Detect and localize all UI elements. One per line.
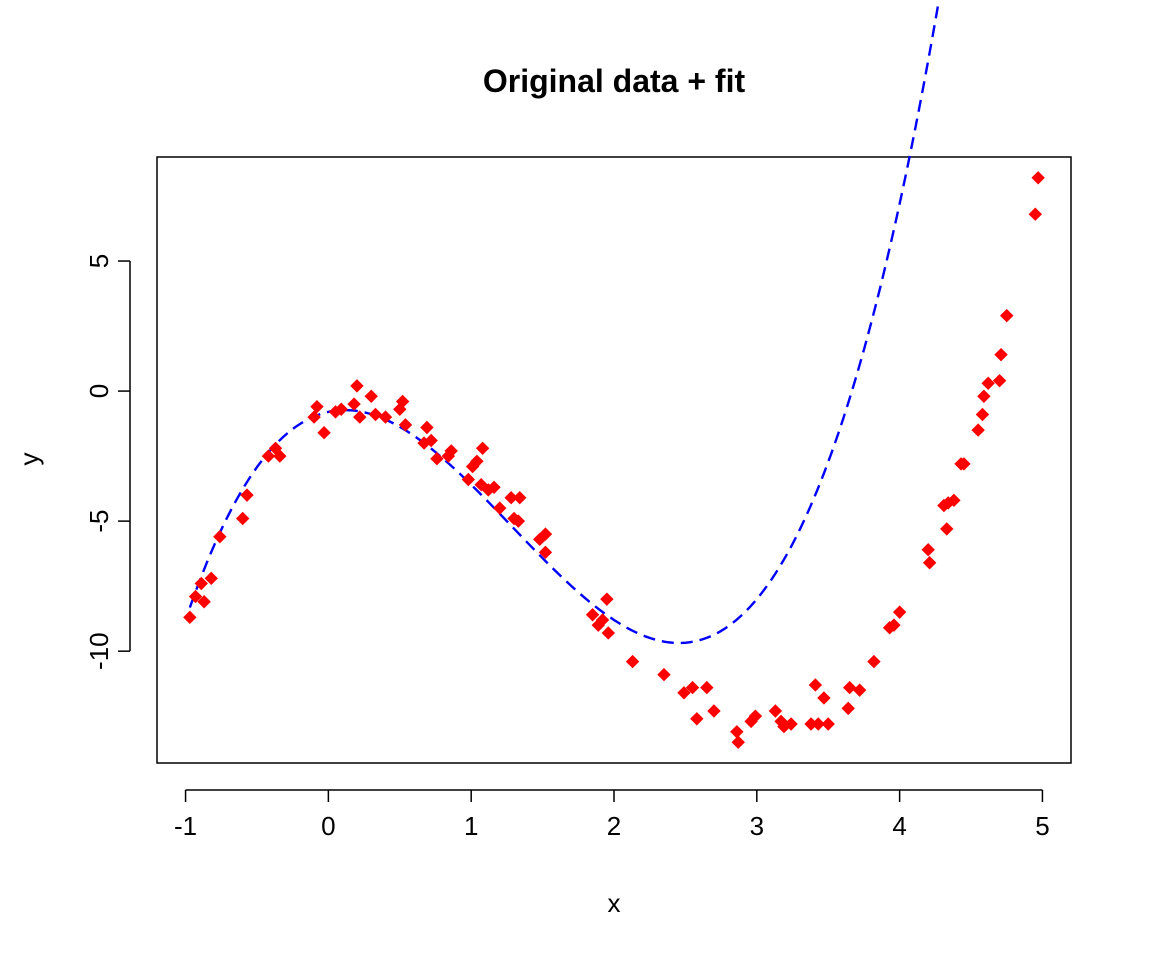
data-point xyxy=(420,420,434,435)
data-point xyxy=(811,717,825,731)
data-point xyxy=(784,717,798,731)
x-axis: -1 0 1 2 3 4 5 xyxy=(174,789,1050,841)
data-point xyxy=(975,407,990,422)
y-tick-label: -5 xyxy=(84,510,114,533)
data-point xyxy=(768,704,783,718)
data-point xyxy=(947,493,961,508)
data-point xyxy=(307,410,321,424)
data-point xyxy=(378,410,393,424)
data-point xyxy=(600,592,614,606)
y-axis-label: y xyxy=(14,453,44,466)
x-tick-label: 1 xyxy=(464,811,478,841)
data-point xyxy=(368,407,383,422)
data-point xyxy=(731,735,745,749)
data-point xyxy=(842,680,857,695)
y-axis: -10 -5 0 5 xyxy=(84,254,131,670)
data-point xyxy=(700,680,714,695)
data-point xyxy=(430,451,444,466)
data-point xyxy=(194,576,208,591)
data-point xyxy=(213,530,227,544)
data-point xyxy=(461,472,476,487)
data-point xyxy=(273,449,287,463)
data-point xyxy=(188,589,203,604)
data-point xyxy=(707,704,721,718)
data-point xyxy=(922,556,937,570)
data-point xyxy=(1031,171,1045,185)
data-point xyxy=(444,444,458,458)
data-point xyxy=(470,454,484,469)
data-point xyxy=(677,686,691,700)
data-point xyxy=(235,511,250,526)
data-point xyxy=(867,654,881,669)
data-point xyxy=(197,595,211,609)
data-point xyxy=(892,605,907,619)
data-point xyxy=(424,433,438,448)
data-point xyxy=(957,457,971,471)
data-point xyxy=(395,394,410,409)
data-point xyxy=(364,389,378,403)
data-point xyxy=(971,423,985,437)
x-tick-label: 5 xyxy=(1035,811,1049,841)
data-point xyxy=(685,680,700,695)
data-point xyxy=(475,441,490,456)
data-point xyxy=(981,376,995,390)
data-point xyxy=(317,425,331,440)
data-point xyxy=(310,399,324,414)
data-point xyxy=(657,667,671,682)
data-point xyxy=(808,678,823,692)
data-point xyxy=(1000,308,1014,323)
x-tick-label: 3 xyxy=(750,811,764,841)
data-point xyxy=(852,683,867,697)
data-point xyxy=(821,717,835,731)
data-point xyxy=(350,379,364,393)
data-point xyxy=(204,571,218,586)
data-point xyxy=(730,725,744,739)
data-point xyxy=(398,418,413,432)
data-point xyxy=(487,480,501,495)
data-point xyxy=(601,626,615,640)
data-point xyxy=(513,491,527,505)
data-point xyxy=(353,410,367,424)
data-point xyxy=(921,543,935,557)
data-point xyxy=(977,389,991,403)
x-axis-label: x xyxy=(608,888,621,918)
data-point xyxy=(585,608,600,622)
data-point xyxy=(994,347,1008,362)
data-point xyxy=(940,522,954,536)
chart-title: Original data + fit xyxy=(483,63,746,99)
data-point xyxy=(887,618,901,632)
data-point xyxy=(595,613,610,627)
x-tick-label: 2 xyxy=(607,811,621,841)
data-point xyxy=(992,373,1007,388)
data-point xyxy=(1028,207,1043,221)
y-tick-label: -10 xyxy=(84,632,114,670)
data-point xyxy=(538,527,553,541)
data-point xyxy=(817,691,831,705)
data-point xyxy=(511,514,526,528)
data-point xyxy=(261,449,276,463)
data-point xyxy=(748,709,763,723)
x-tick-label: 4 xyxy=(892,811,906,841)
data-point xyxy=(334,402,348,416)
data-point xyxy=(347,397,361,411)
y-tick-label: 0 xyxy=(84,384,114,398)
data-point xyxy=(538,545,553,560)
data-point xyxy=(493,501,507,515)
x-tick-label: 0 xyxy=(321,811,335,841)
data-point xyxy=(625,654,640,669)
data-point xyxy=(240,488,254,502)
data-points-layer xyxy=(183,171,1045,749)
x-tick-label: -1 xyxy=(174,811,197,841)
plot-frame xyxy=(156,156,1072,764)
data-point xyxy=(690,712,704,726)
y-tick-label: 5 xyxy=(84,254,114,268)
data-point xyxy=(183,610,197,625)
data-point xyxy=(841,701,855,716)
